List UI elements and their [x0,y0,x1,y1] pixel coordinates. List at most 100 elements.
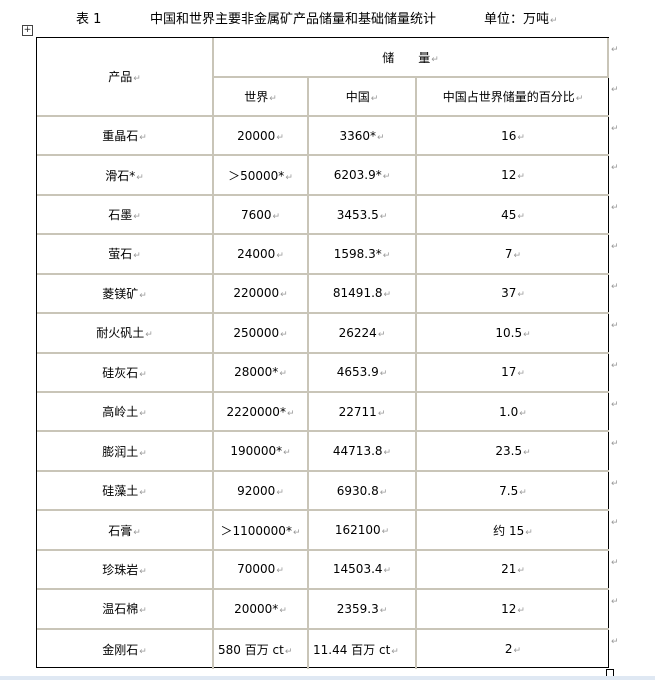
china-cell: 1598.3* [309,235,417,275]
china-value: 44713.8 [333,444,391,458]
china-value: 6203.9* [334,168,391,182]
world-value: 70000 [237,562,284,576]
percent-value: 16 [501,129,525,143]
percent-cell: 1.0 [417,393,609,433]
china-cell: 4653.9 [309,353,417,393]
header-product: 产品 [108,68,141,85]
product-value: 耐火矾土 [96,324,153,341]
product-cell: 温石棉 [37,590,214,630]
header-china: 中国 [346,88,379,105]
product-value: 石墨 [108,206,141,223]
product-cell: 硅藻土 [37,471,214,512]
world-value: 190000* [230,444,290,458]
world-cell: 7600 [214,195,309,236]
world-cell: 28000* [214,353,309,393]
china-value: 3360* [339,129,384,143]
world-cell: 20000* [214,590,309,630]
product-cell: 硅灰石 [37,353,214,393]
percent-value: 2 [505,642,521,656]
china-cell: 2359.3 [309,590,417,630]
product-value: 石膏 [108,522,141,539]
china-value: 162100 [335,523,389,537]
world-value: 580 百万 ct [218,641,292,658]
world-value: ＞1100000* [221,522,301,539]
table-caption: 表 1 中国和世界主要非金属矿产品储量和基础储量统计 单位：万吨 [0,8,655,28]
china-value: 14503.4 [333,562,391,576]
product-cell: 珍珠岩 [37,550,214,591]
china-value: 22711 [339,405,386,419]
table-move-handle-icon[interactable]: + [22,25,33,36]
product-value: 温石棉 [102,600,147,617]
product-cell: 石墨 [37,195,214,236]
china-cell: 162100 [309,511,417,551]
product-value: 菱镁矿 [102,285,147,302]
world-cell: 24000 [214,235,309,275]
china-value: 26224 [339,326,386,340]
percent-value: 7.5 [499,484,527,498]
row-end-mark: ↵ [611,321,619,332]
world-value: 2220000* [227,405,295,419]
table-number: 表 1 [76,12,102,27]
china-cell: 6930.8 [309,471,417,512]
world-value: 24000 [237,247,284,261]
china-value: 3453.5 [337,208,388,222]
percent-cell: 16 [417,117,609,157]
header-reserves-cell: 储 量 [214,38,609,78]
product-cell: 高岭土 [37,393,214,433]
percent-value: 21 [501,562,525,576]
china-cell: 14503.4 [309,550,417,591]
row-end-mark: ↵ [611,597,619,608]
row-end-mark: ↵ [611,163,619,174]
product-cell: 膨润土 [37,432,214,472]
product-value: 高岭土 [102,403,147,420]
percent-value: 1.0 [499,405,527,419]
table-unit: 单位：万吨 [484,8,558,27]
product-value: 萤石 [108,245,141,262]
product-value: 重晶石 [102,127,147,144]
row-end-mark: ↵ [611,557,619,568]
world-cell: ＞50000* [214,156,309,196]
world-value: 20000* [234,602,287,616]
percent-cell: 23.5 [417,432,609,472]
percent-cell: 12 [417,590,609,630]
percent-cell: 17 [417,354,609,393]
world-value: 28000* [234,365,287,379]
row-end-mark: ↵ [611,85,619,95]
percent-value: 12 [501,168,525,182]
percent-value: 7 [505,247,521,261]
product-cell: 滑石* [37,156,214,196]
row-end-mark: ↵ [611,518,619,529]
product-value: 珍珠岩 [102,561,147,578]
china-cell: 44713.8 [309,432,417,472]
percent-cell: 7 [417,235,609,275]
percent-value: 12 [501,602,525,616]
world-cell: 20000 [214,117,309,157]
table-title: 中国和世界主要非金属矿产品储量和基础储量统计 [150,12,437,27]
percent-value: 约 15 [493,522,533,539]
china-value: 6930.8 [337,484,388,498]
world-value: 220000 [233,286,287,300]
world-value: 7600 [241,208,280,222]
header-world-cell: 世界 [214,78,309,117]
china-cell: 11.44 百万 ct [309,629,417,669]
row-end-mark: ↵ [611,636,619,647]
header-product-cell: 产品 [37,38,214,117]
world-value: 250000 [233,326,287,340]
world-cell: 190000* [214,432,309,472]
header-percent: 中国占世界储量的百分比 [443,88,584,105]
china-value: 2359.3 [337,602,388,616]
product-value: 硅灰石 [102,364,147,381]
reserves-table: 产品 储 量 世界 中国 中国占世界储量的百分比 重晶石 20000 3360* 16… [36,37,609,669]
row-end-mark: ↵ [611,281,619,292]
world-cell: 250000 [214,314,309,354]
percent-cell: 约 15 [417,511,609,551]
china-cell: 22711 [309,393,417,433]
china-cell: 81491.8 [309,274,417,315]
world-cell: ＞1100000* [214,511,309,551]
product-value: 硅藻土 [102,482,147,499]
product-cell: 金刚石 [37,629,214,669]
product-cell: 石膏 [37,511,214,551]
percent-cell: 21 [417,551,609,591]
product-cell: 重晶石 [37,117,214,157]
header-reserves: 储 量 [382,49,439,66]
